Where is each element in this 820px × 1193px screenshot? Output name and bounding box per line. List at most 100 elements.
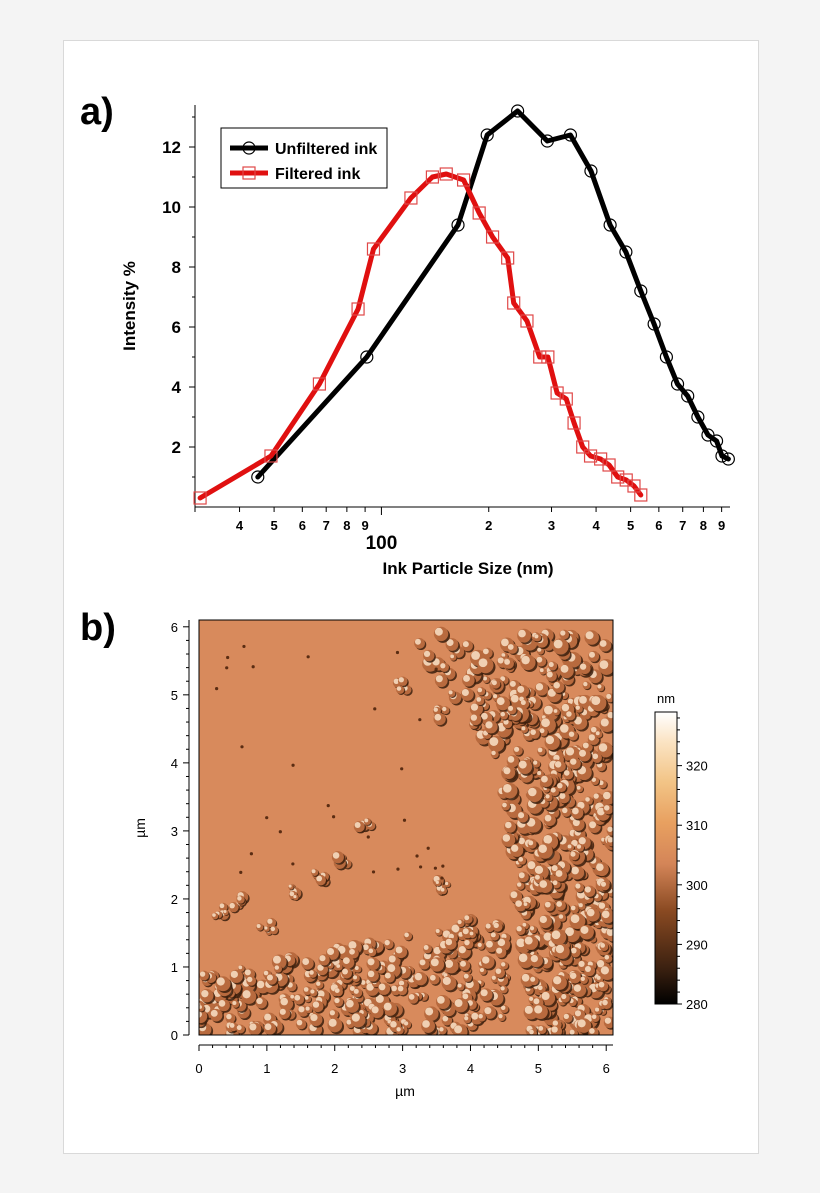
- afm-particle-highlight: [541, 718, 550, 728]
- data-point-filtered: [541, 350, 555, 364]
- afm-particle-highlight: [553, 639, 563, 649]
- afm-particle-highlight: [316, 981, 321, 986]
- afm-particle-highlight: [567, 698, 574, 705]
- afm-particle-highlight: [501, 653, 506, 657]
- afm-particle-highlight: [316, 875, 323, 882]
- afm-particle-highlight: [485, 923, 491, 929]
- afm-particle-highlight: [270, 926, 276, 932]
- afm-particle-highlight: [317, 964, 324, 971]
- afm-particle-highlight: [596, 863, 604, 871]
- colorbar-tick-label: 290: [686, 937, 708, 952]
- afm-particle-highlight: [470, 703, 479, 711]
- afm-particle-highlight: [553, 681, 560, 689]
- afm-particle-highlight: [458, 946, 466, 954]
- afm-particle-highlight: [560, 630, 566, 636]
- afm-particle-highlight: [597, 807, 605, 816]
- afm-particle-highlight: [553, 976, 562, 985]
- y-tick-label: 10: [162, 198, 181, 217]
- afm-particle-highlight: [464, 1016, 469, 1021]
- data-point-filtered: [404, 191, 418, 205]
- data-point-unfiltered: [563, 128, 578, 142]
- afm-particle-highlight: [354, 965, 359, 970]
- afm-particle-highlight: [516, 882, 522, 887]
- x-tick-label: 3: [548, 518, 555, 533]
- afm-particle-highlight: [440, 663, 446, 669]
- afm-particle-highlight: [579, 695, 587, 704]
- afm-particle-highlight: [226, 1013, 232, 1020]
- y-tick-label: 8: [172, 258, 181, 277]
- afm-particle-highlight: [435, 675, 443, 683]
- afm-particle-highlight: [309, 970, 314, 975]
- afm-particle-highlight: [457, 983, 462, 988]
- afm-particle-highlight: [272, 955, 282, 964]
- afm-particle-highlight: [560, 724, 569, 733]
- afm-particle-highlight: [575, 883, 581, 889]
- x-tick-label: 4: [236, 518, 244, 533]
- afm-particle-highlight: [560, 664, 569, 673]
- colorbar: [654, 711, 678, 1005]
- afm-particle-highlight: [545, 735, 555, 745]
- afm-particle-highlight: [448, 933, 454, 940]
- afm-particle-highlight: [464, 915, 470, 921]
- afm-y-tick-label: 6: [171, 620, 178, 635]
- afm-particle-highlight: [463, 973, 469, 979]
- afm-particle-highlight: [212, 913, 216, 917]
- afm-particle-highlight: [600, 718, 609, 727]
- afm-particle-highlight: [216, 977, 225, 986]
- afm-particle-highlight: [274, 965, 280, 970]
- panel-a-label: a): [80, 91, 114, 133]
- afm-particle-highlight: [603, 805, 610, 811]
- legend-marker: [242, 141, 256, 155]
- legend-marker: [242, 166, 256, 180]
- afm-particle-highlight: [440, 887, 445, 892]
- data-point-filtered: [583, 449, 598, 463]
- afm-particle-highlight: [523, 902, 528, 907]
- data-point-filtered: [312, 377, 327, 391]
- afm-particle-highlight: [497, 938, 506, 947]
- afm-dot: [434, 667, 438, 671]
- afm-particle-highlight: [603, 791, 611, 800]
- afm-particle-highlight: [368, 948, 374, 954]
- afm-particle-highlight: [575, 705, 580, 710]
- afm-particle-highlight: [267, 918, 273, 924]
- x-tick-label: 7: [323, 518, 330, 533]
- afm-particle-highlight: [541, 991, 550, 1001]
- afm-particle-highlight: [606, 928, 613, 937]
- data-point-unfiltered: [584, 164, 598, 178]
- afm-particle-highlight: [558, 914, 564, 919]
- data-point-filtered: [611, 470, 625, 484]
- afm-particle-highlight: [538, 844, 547, 853]
- afm-particle-highlight: [543, 932, 552, 941]
- afm-particle-highlight: [364, 818, 369, 823]
- afm-particle-highlight: [565, 927, 574, 937]
- afm-particle-highlight: [600, 881, 607, 887]
- x-tick-label: 2: [485, 518, 492, 533]
- afm-particle-highlight: [396, 686, 402, 691]
- afm-x-tick-label: 2: [331, 1061, 338, 1076]
- y-tick-label: 6: [172, 318, 181, 337]
- afm-particle-highlight: [544, 705, 553, 715]
- x-tick-label: 8: [700, 518, 707, 533]
- afm-particle-highlight: [442, 1015, 449, 1022]
- afm-particle-highlight: [444, 959, 454, 968]
- data-point-filtered: [507, 296, 521, 310]
- afm-particle-highlight: [367, 970, 375, 978]
- afm-particle-highlight: [229, 902, 235, 909]
- afm-dot: [278, 830, 282, 834]
- afm-particle-highlight: [349, 986, 355, 991]
- data-point-unfiltered: [709, 434, 724, 448]
- data-point-unfiltered: [251, 470, 265, 484]
- afm-particle-highlight: [537, 985, 543, 991]
- afm-particle-highlight: [462, 641, 469, 648]
- afm-dot: [249, 852, 253, 856]
- data-point-filtered: [576, 440, 590, 454]
- afm-particle-highlight: [414, 638, 421, 645]
- x-axis-label: Ink Particle Size (nm): [383, 559, 554, 578]
- afm-particle-highlight: [507, 755, 515, 763]
- afm-particle-highlight: [599, 660, 609, 669]
- afm-particle-highlight: [574, 1010, 582, 1017]
- afm-particle-highlight: [561, 703, 570, 712]
- data-point-filtered: [439, 167, 453, 181]
- afm-particle-highlight: [387, 1019, 392, 1024]
